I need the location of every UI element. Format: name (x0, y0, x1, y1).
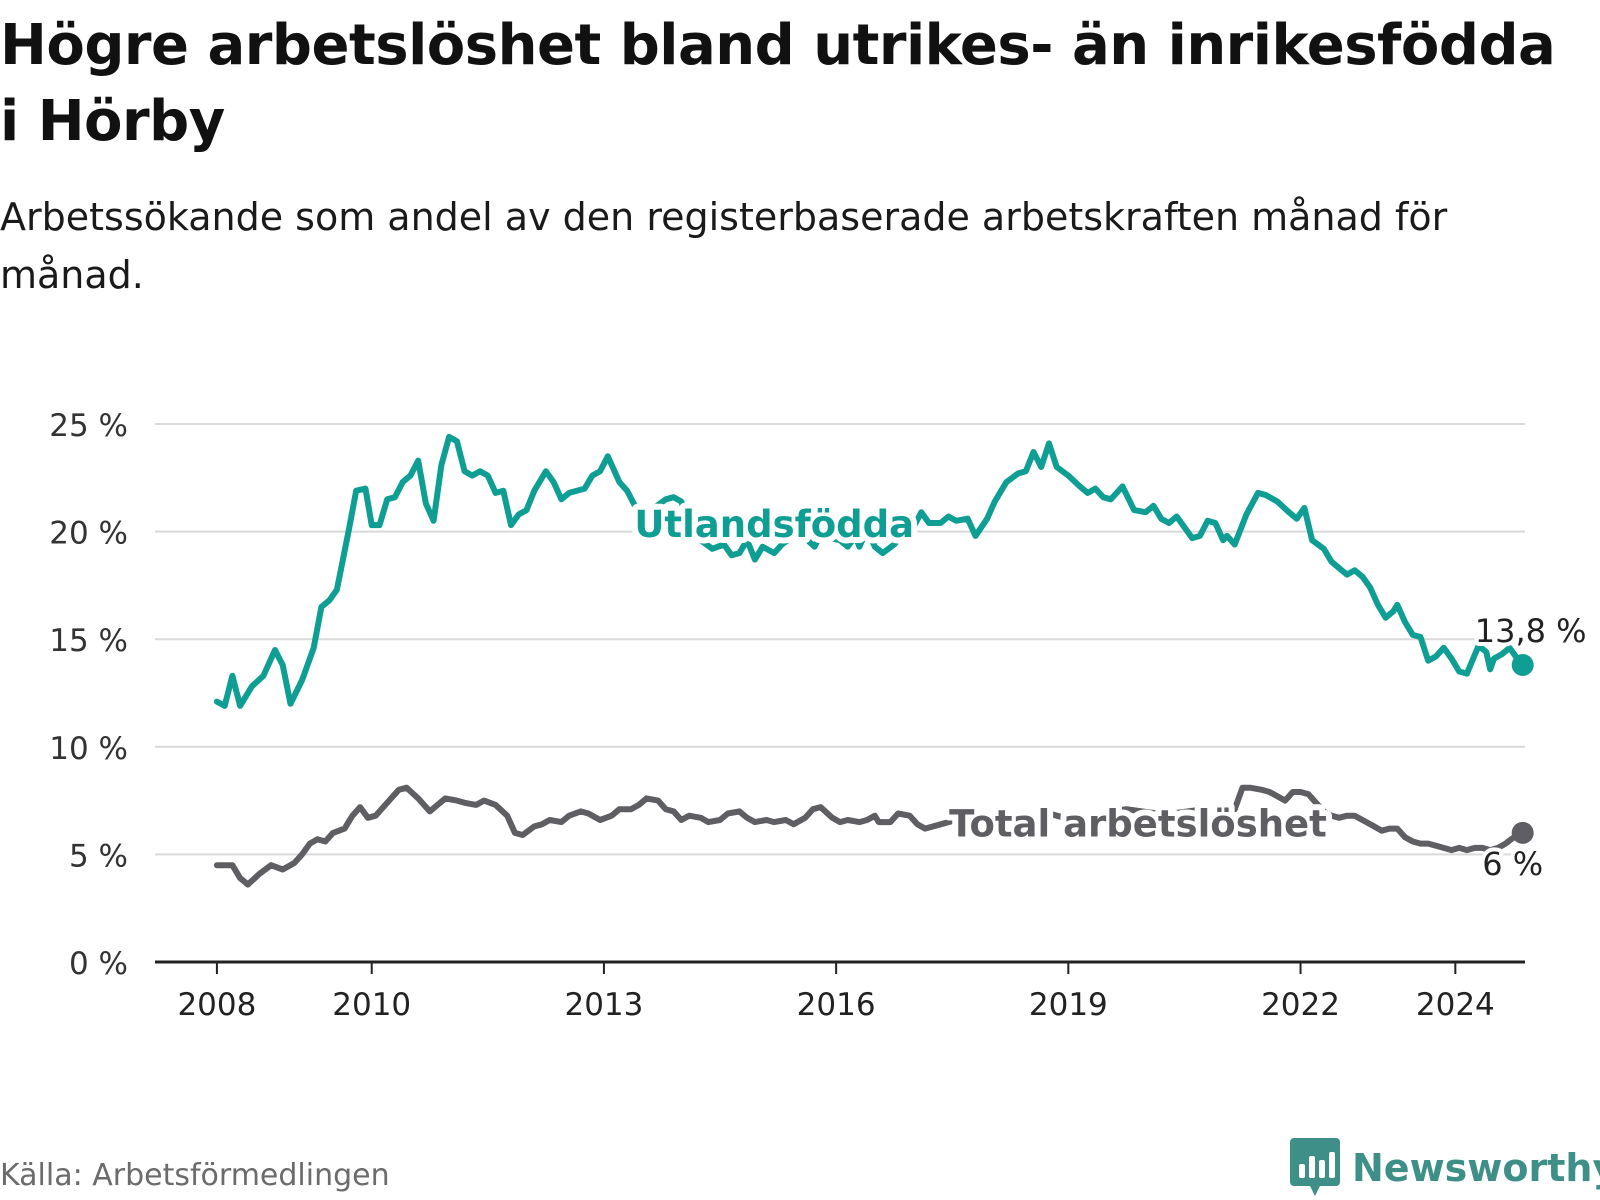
x-tick-label: 2022 (1261, 987, 1340, 1023)
gridlines (155, 423, 1525, 856)
y-tick-label: 25 % (49, 408, 128, 444)
y-tick-label: 0 % (69, 946, 128, 982)
end-dot-total (1511, 821, 1534, 844)
x-tick-label: 2010 (332, 987, 411, 1023)
end-dot-utlandsfodda (1511, 654, 1534, 677)
source-note: Källa: Arbetsförmedlingen (0, 1158, 390, 1193)
x-tick-label: 2024 (1416, 987, 1495, 1023)
y-tick-label: 15 % (49, 623, 128, 659)
series-label-utlandsfodda: Utlandsfödda (634, 503, 914, 546)
x-axis: 0 % 5 % 10 % 15 % 20 % 25 % 2008 2010 2013 2016 20… (49, 408, 1525, 1023)
series-label-total: Total arbetslöshet (949, 802, 1327, 845)
series-line-utlandsfodda (213, 433, 1526, 709)
series-lines (213, 433, 1526, 888)
y-tick-label: 5 % (69, 838, 128, 874)
y-tick-label: 20 % (49, 516, 128, 552)
chart-subtitle: Arbetssökande som andel av den registerb… (0, 195, 1448, 297)
bar-chart-logo-icon (1290, 1138, 1340, 1196)
x-tick-label: 2008 (177, 987, 256, 1023)
annotations: Utlandsfödda Total arbetslöshet 13,8 % 6 % (628, 497, 1590, 887)
end-value-label-utlandsfodda: 13,8 % (1475, 612, 1587, 650)
x-tick-label: 2016 (797, 987, 876, 1023)
brand-name: Newsworthy (1352, 1146, 1600, 1190)
chart-title: Högre arbetslöshet bland utrikes- än inr… (0, 13, 1556, 154)
x-tick-label: 2013 (564, 987, 643, 1023)
x-tick-label: 2019 (1029, 987, 1108, 1023)
brand-logo: Newsworthy (1290, 1138, 1600, 1198)
y-tick-label: 10 % (49, 731, 128, 767)
end-value-label-total: 6 % (1482, 845, 1543, 883)
series-line-total (213, 784, 1526, 888)
